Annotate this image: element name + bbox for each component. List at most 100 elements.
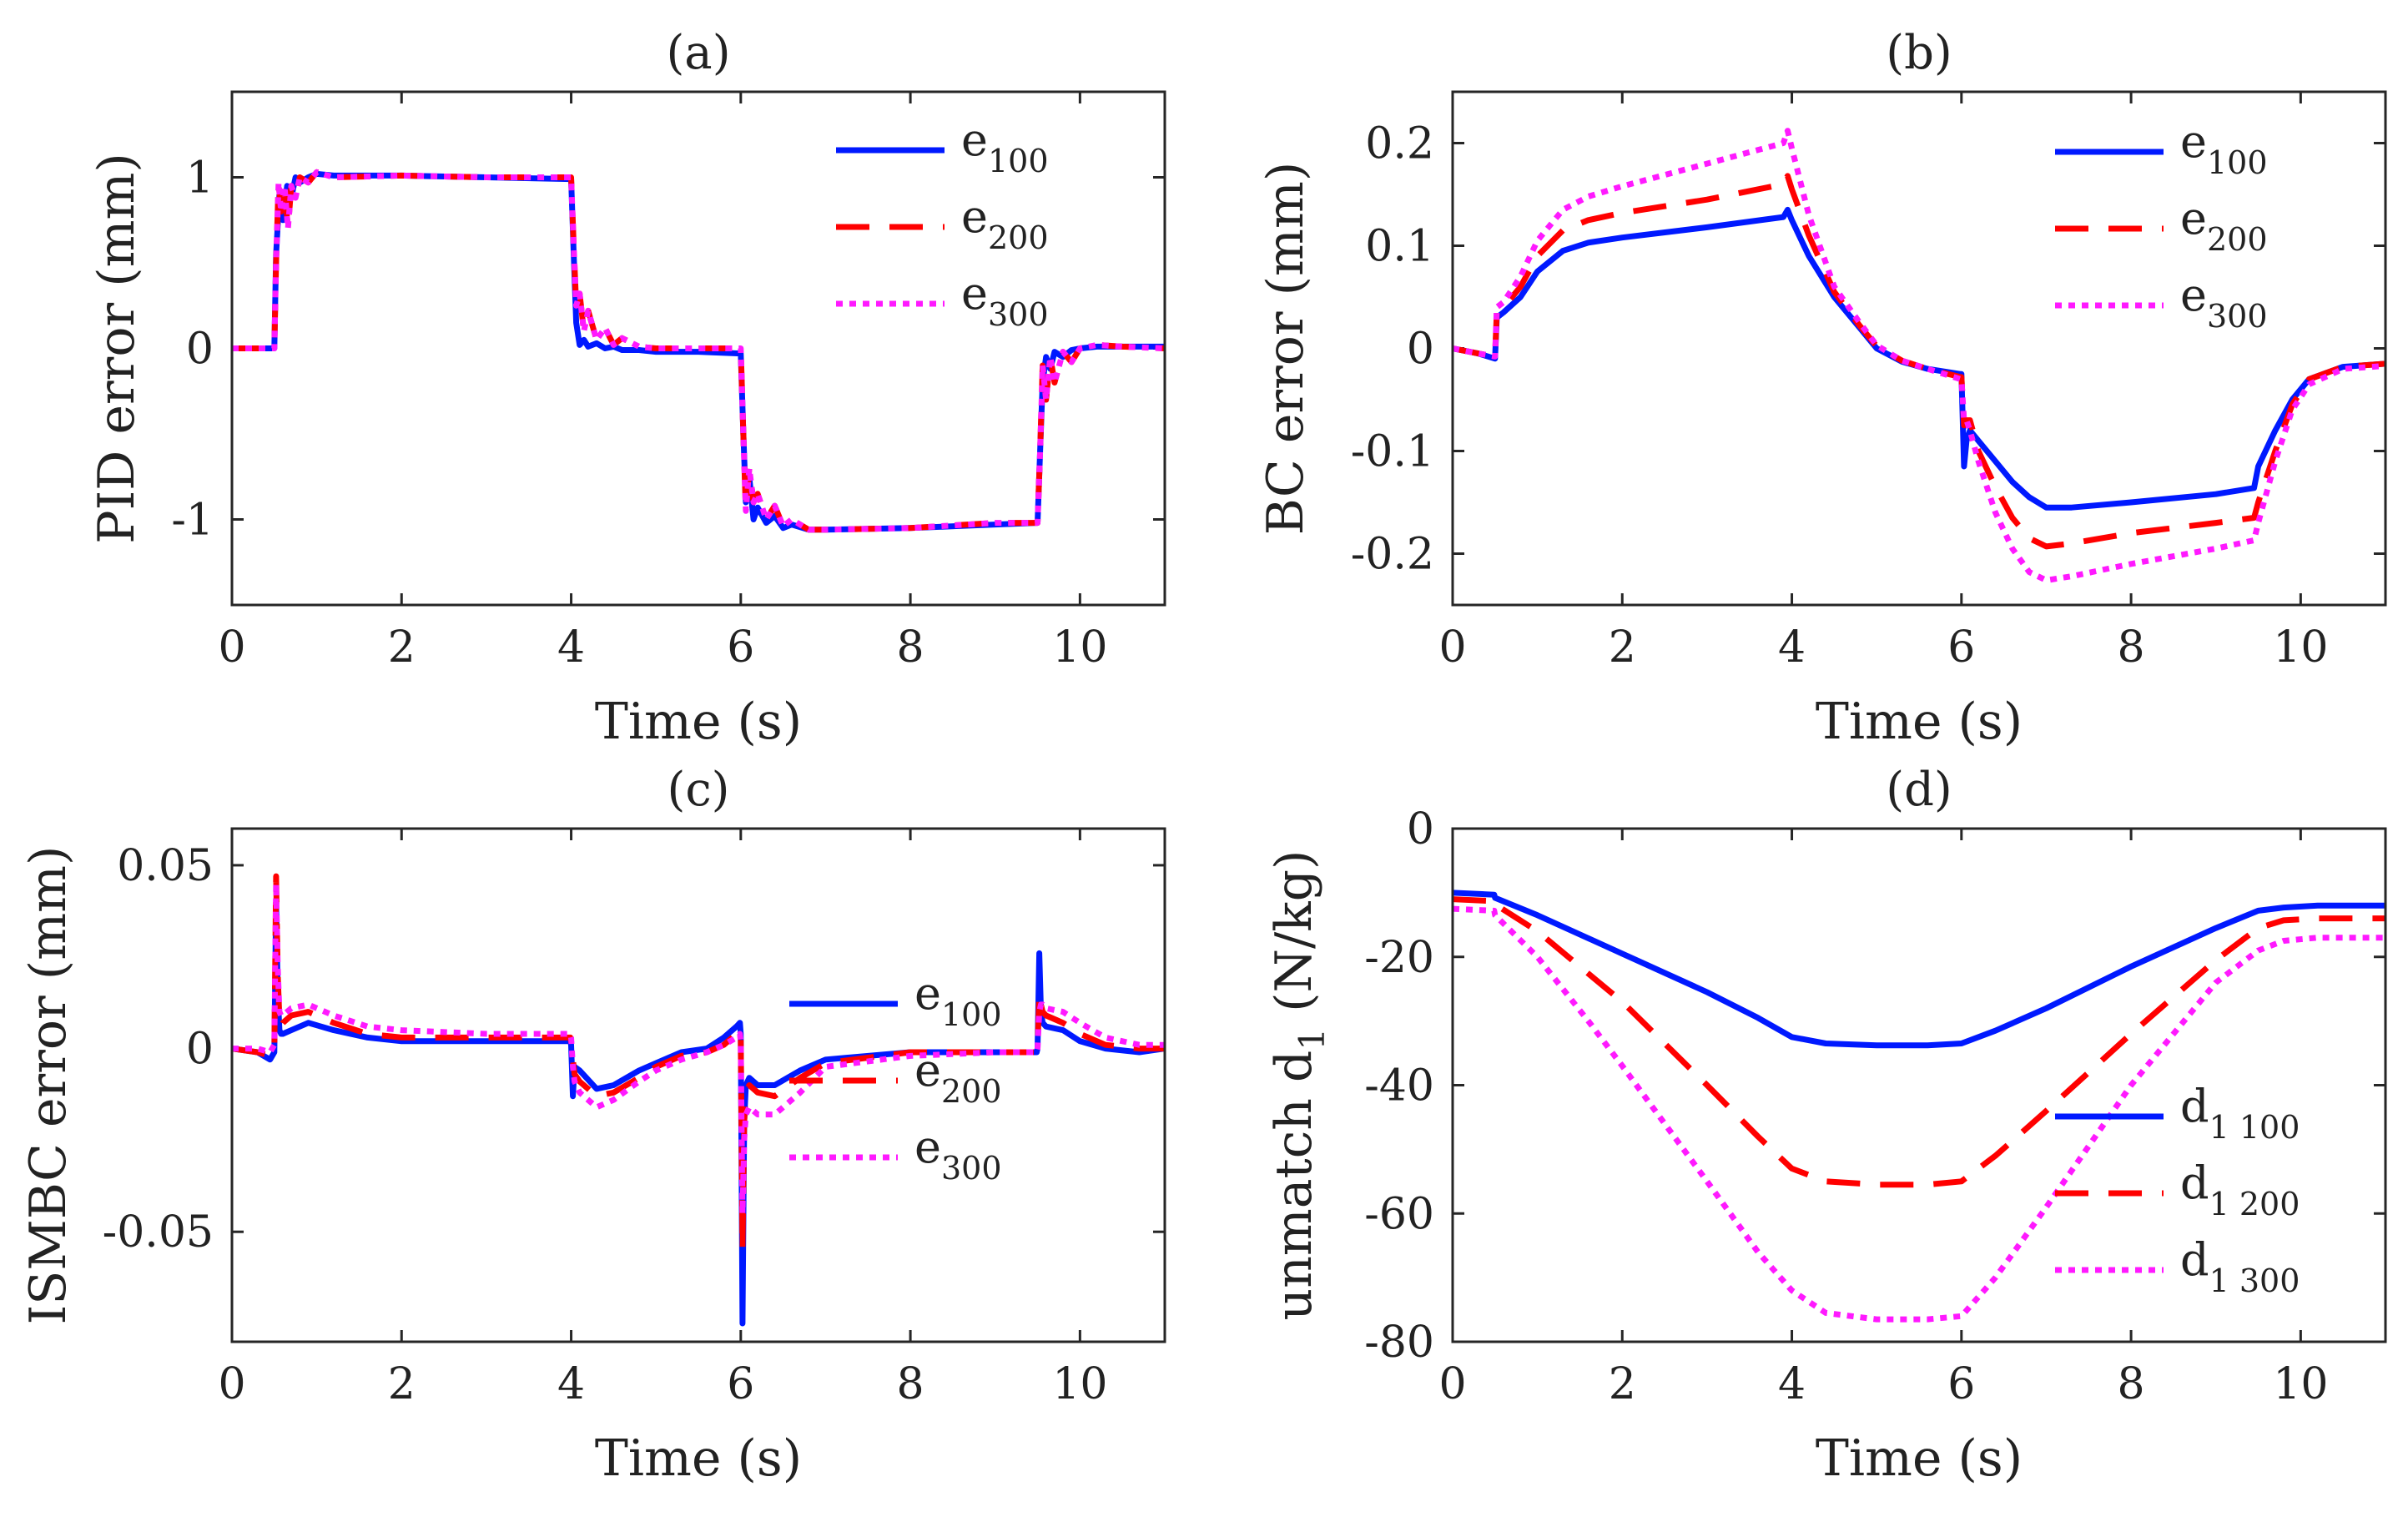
x-tick-label: 0 <box>218 622 245 673</box>
y-tick-label: 0.05 <box>117 841 214 891</box>
legend-label-sub: 300 <box>988 296 1049 333</box>
x-tick-label: 8 <box>897 622 924 673</box>
legend-label-sub: 1 300 <box>2209 1262 2300 1299</box>
y-axis-label-sub: 1 <box>1292 1028 1332 1051</box>
y-axis-label: unmatch d1 (N/kg) <box>1265 850 1332 1321</box>
x-tick-label: 10 <box>2273 1359 2328 1409</box>
y-axis-label-main: unmatch d <box>1265 1051 1323 1321</box>
y-tick-label: -1 <box>171 496 214 546</box>
legend-label-sub: 1 200 <box>2209 1186 2300 1222</box>
x-tick-label: 4 <box>557 622 585 673</box>
x-tick-label: 2 <box>1609 622 1636 673</box>
legend-label: e200 <box>961 190 1049 256</box>
x-tick-label: 10 <box>1052 1359 1107 1409</box>
x-tick-label: 8 <box>897 1359 924 1409</box>
x-tick-label: 8 <box>2118 622 2145 673</box>
x-tick-label: 6 <box>1947 622 1975 673</box>
panel-c: (c) 0 2 4 6 8 10 -0.05 0 0.05 Time (s) ISMBC error … <box>19 763 1166 1488</box>
y-tick-label: 0 <box>1407 804 1434 854</box>
legend-label: e100 <box>2180 115 2268 181</box>
plot-frame <box>230 827 1166 1343</box>
series-line-d1-300 <box>1453 905 2385 1323</box>
legend-label-base: e <box>914 1121 941 1173</box>
x-tick-label: 0 <box>218 1359 245 1409</box>
plot-frame <box>1451 827 2387 1343</box>
plot-frame <box>1451 90 2387 607</box>
y-tick-label: -0.1 <box>1351 427 1434 477</box>
x-tick-label: 4 <box>1778 1359 1806 1409</box>
y-tick-label: -20 <box>1364 933 1434 983</box>
legend-label-base: e <box>961 190 988 243</box>
legend-label: e300 <box>914 1121 1002 1187</box>
x-axis-label: Time (s) <box>1816 1429 2023 1488</box>
series-line-e200 <box>232 169 1165 533</box>
panel-d: (d) 0 2 4 6 8 10 -80 -60 -40 -20 0 Time (s) unmatch d… <box>1265 763 2387 1488</box>
legend-label: d1 100 <box>2180 1080 2300 1146</box>
series-group <box>1453 128 2385 583</box>
x-tick-label: 10 <box>1052 622 1107 673</box>
legend-label: e100 <box>914 967 1002 1033</box>
y-tick-label: 0 <box>186 1025 214 1075</box>
y-tick-label: -60 <box>1364 1189 1434 1239</box>
legend-label-sub: 300 <box>2207 298 2268 335</box>
panel-title: (c) <box>667 763 729 817</box>
y-axis-label: PID error (mm) <box>88 153 146 544</box>
x-tick-label: 4 <box>557 1359 585 1409</box>
x-tick-label: 4 <box>1778 622 1806 673</box>
legend-label-sub: 100 <box>2207 144 2268 181</box>
series-group <box>232 873 1165 1327</box>
x-tick-label: 6 <box>727 622 754 673</box>
legend-label-sub: 300 <box>941 1150 1002 1187</box>
y-tick-label: -0.2 <box>1351 530 1434 580</box>
legend-label-sub: 1 100 <box>2209 1109 2300 1146</box>
y-tick-label: -40 <box>1364 1061 1434 1111</box>
legend-label-base: e <box>961 113 988 166</box>
y-axis-label: ISMBC error (mm) <box>19 846 78 1325</box>
legend-label-sub: 200 <box>2207 221 2268 258</box>
legend: d1 100 d1 200 d1 300 <box>2055 1080 2300 1299</box>
series-line-d1-200 <box>1453 896 2385 1188</box>
series-group <box>1453 890 2385 1323</box>
x-tick-label: 8 <box>2118 1359 2145 1409</box>
series-line-e100 <box>232 899 1165 1327</box>
legend-label-sub: 100 <box>988 143 1049 179</box>
plot-frame <box>230 90 1166 607</box>
y-tick-label: 0 <box>1407 325 1434 375</box>
series-line-e200 <box>232 873 1165 1253</box>
y-tick-label: 0 <box>186 325 214 375</box>
legend-label: e100 <box>961 113 1049 179</box>
legend-label-base: e <box>2180 269 2207 321</box>
legend-label: d1 300 <box>2180 1233 2300 1299</box>
y-tick-label: 0.2 <box>1365 119 1434 169</box>
y-axis-label: BC error (mm) <box>1257 162 1315 536</box>
y-tick-label: -80 <box>1364 1318 1434 1368</box>
panel-b: (b) 0 2 4 6 8 10 -0.2 -0.1 0 0.1 0.2 Time (s) BC erro… <box>1257 26 2387 751</box>
legend-label-base: e <box>914 967 941 1020</box>
legend-label: e200 <box>2180 192 2268 258</box>
x-tick-label: 0 <box>1438 622 1466 673</box>
legend-label: e300 <box>961 267 1049 333</box>
legend-label-base: e <box>961 267 988 320</box>
legend-label: e300 <box>2180 269 2268 335</box>
x-axis-label: Time (s) <box>595 693 802 751</box>
legend-label-base: e <box>2180 192 2207 244</box>
x-tick-label: 2 <box>1609 1359 1636 1409</box>
y-tick-label: 1 <box>186 154 214 204</box>
x-axis-label: Time (s) <box>595 1429 802 1488</box>
legend-label-base: e <box>2180 115 2207 168</box>
x-tick-label: 0 <box>1438 1359 1466 1409</box>
panel-title: (b) <box>1886 26 1952 80</box>
legend-label-base: e <box>914 1044 941 1096</box>
legend-label: d1 200 <box>2180 1157 2300 1222</box>
series-group <box>232 169 1165 533</box>
y-tick-label: 0.1 <box>1365 222 1434 272</box>
series-line-e300 <box>1453 128 2385 583</box>
x-tick-label: 6 <box>1947 1359 1975 1409</box>
x-tick-label: 2 <box>388 622 416 673</box>
legend-label-sub: 200 <box>941 1073 1002 1110</box>
